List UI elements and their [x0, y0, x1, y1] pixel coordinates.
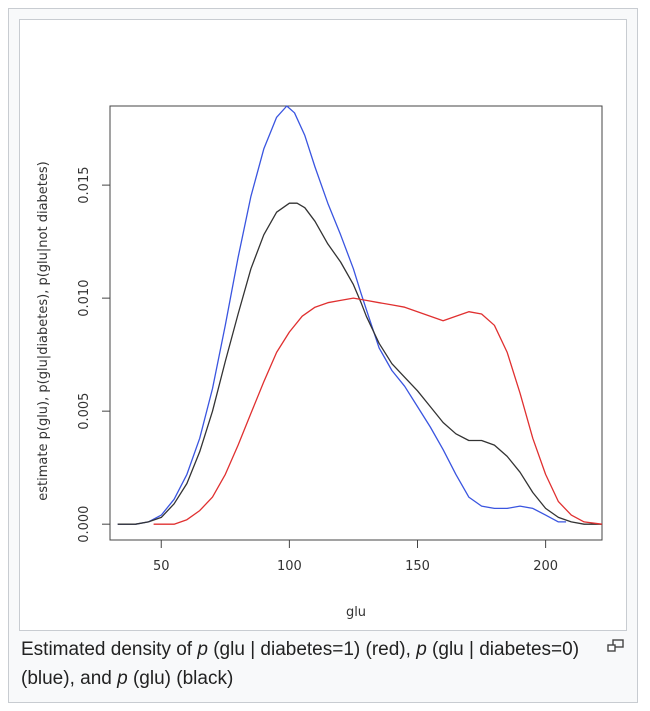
y-tick-label: 0.005 — [77, 393, 92, 430]
x-tick-label: 150 — [405, 559, 430, 574]
caption-text-4: (glu) (black) — [127, 668, 234, 689]
caption-text-3: (glu | diabetes=0) (blue), and — [21, 639, 580, 689]
series-line-1 — [117, 105, 567, 525]
caption-text-2: (glu | diabetes=1) (red), — [207, 639, 417, 660]
y-tick-label: 0.015 — [77, 167, 92, 204]
y-axis: 0.000 0.005 0.010 0.015 — [77, 167, 110, 543]
series-lines — [117, 105, 603, 525]
caption-p-1: p — [197, 639, 208, 660]
series-line-2 — [117, 202, 602, 525]
caption-p-3: p — [117, 668, 128, 689]
y-tick-label: 0.000 — [77, 506, 92, 543]
figure-thumbnail: 50 100 150 200 0.000 0.005 0.010 0.015 glu est… — [8, 8, 638, 703]
series-line-3 — [153, 297, 603, 525]
figure-image-frame[interactable]: 50 100 150 200 0.000 0.005 0.010 0.015 glu est… — [19, 19, 627, 631]
figure-caption: Estimated density of p (glu | diabetes=1… — [21, 635, 581, 693]
caption-text-1: Estimated density of — [21, 639, 198, 660]
y-axis-label: estimate p(glu), p(glu|diabetes), p(glu|… — [36, 161, 51, 500]
x-tick-label: 200 — [533, 559, 558, 574]
x-axis: 50 100 150 200 — [153, 540, 558, 574]
caption-p-2: p — [416, 639, 427, 660]
magnify-clip-icon[interactable] — [607, 639, 625, 653]
y-tick-label: 0.010 — [77, 280, 92, 317]
x-tick-label: 100 — [277, 559, 302, 574]
x-tick-label: 50 — [153, 559, 170, 574]
plot-box — [109, 105, 603, 541]
density-chart: 50 100 150 200 0.000 0.005 0.010 0.015 glu est… — [36, 105, 603, 620]
x-axis-label: glu — [346, 605, 366, 620]
